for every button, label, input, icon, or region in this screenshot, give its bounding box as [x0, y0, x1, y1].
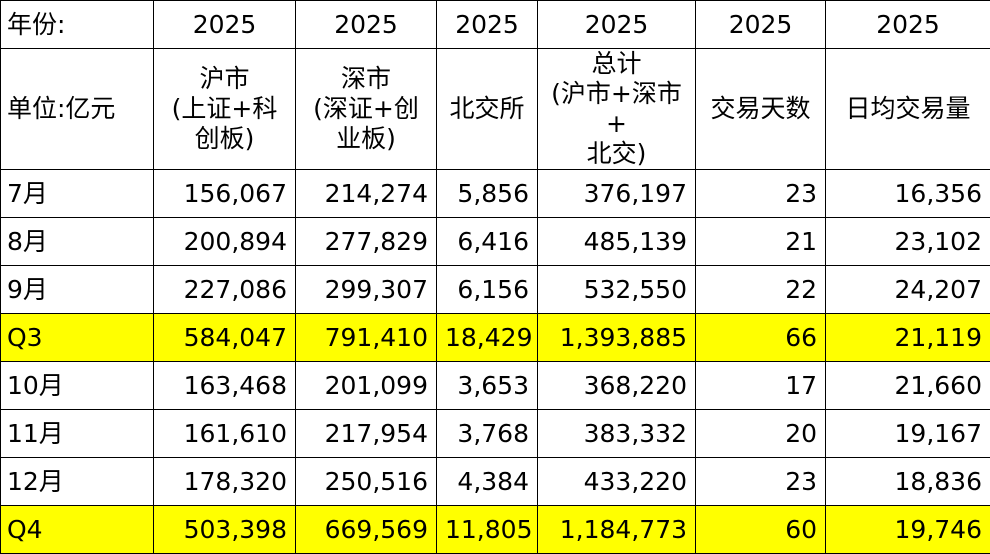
- table-cell: 669,569: [296, 506, 437, 554]
- column-header-bse: 北交所: [437, 49, 538, 170]
- table-cell: 19,167: [826, 410, 990, 458]
- table-cell: 250,516: [296, 458, 437, 506]
- year-cell: 2025: [538, 1, 696, 49]
- quarter-summary-row: Q4 503,398 669,569 11,805 1,184,773 60 1…: [1, 506, 990, 554]
- header-line: 交易天数: [704, 94, 817, 124]
- table-cell: 227,086: [154, 266, 296, 314]
- table-cell: 21,660: [826, 362, 990, 410]
- table-cell: 532,550: [538, 266, 696, 314]
- year-cell: 2025: [437, 1, 538, 49]
- quarter-summary-row: Q3 584,047 791,410 18,429 1,393,885 66 2…: [1, 314, 990, 362]
- header-line: 北交): [546, 139, 687, 169]
- header-line: 深市: [304, 64, 428, 94]
- table-row: 12月 178,320 250,516 4,384 433,220 23 18,…: [1, 458, 990, 506]
- year-row: 年份: 2025 2025 2025 2025 2025 2025: [1, 1, 990, 49]
- table-row: 9月 227,086 299,307 6,156 532,550 22 24,2…: [1, 266, 990, 314]
- column-header-days: 交易天数: [696, 49, 826, 170]
- year-cell: 2025: [826, 1, 990, 49]
- table-cell: 5,856: [437, 170, 538, 218]
- table-cell: 200,894: [154, 218, 296, 266]
- table-cell: 23: [696, 170, 826, 218]
- table-row: 8月 200,894 277,829 6,416 485,139 21 23,1…: [1, 218, 990, 266]
- header-line: 创板): [162, 124, 287, 154]
- table-cell: 21,119: [826, 314, 990, 362]
- row-label: 8月: [1, 218, 154, 266]
- header-line: 总计: [546, 49, 687, 79]
- table-cell: 368,220: [538, 362, 696, 410]
- header-line: 日均交易量: [834, 94, 982, 124]
- table-cell: 6,416: [437, 218, 538, 266]
- table-cell: 277,829: [296, 218, 437, 266]
- header-line: (深证+创: [304, 94, 428, 124]
- table-cell: 20: [696, 410, 826, 458]
- table-cell: 584,047: [154, 314, 296, 362]
- row-label: Q3: [1, 314, 154, 362]
- year-cell: 2025: [296, 1, 437, 49]
- row-label: 11月: [1, 410, 154, 458]
- row-label: 12月: [1, 458, 154, 506]
- unit-label: 单位:亿元: [1, 49, 154, 170]
- table-cell: 66: [696, 314, 826, 362]
- table-cell: 376,197: [538, 170, 696, 218]
- table-cell: 17: [696, 362, 826, 410]
- table-row: 11月 161,610 217,954 3,768 383,332 20 19,…: [1, 410, 990, 458]
- table-cell: 1,184,773: [538, 506, 696, 554]
- table-row: 10月 163,468 201,099 3,653 368,220 17 21,…: [1, 362, 990, 410]
- header-line: (沪市+深市+: [546, 79, 687, 139]
- table-cell: 1,393,885: [538, 314, 696, 362]
- table-cell: 22: [696, 266, 826, 314]
- table-cell: 19,746: [826, 506, 990, 554]
- table-cell: 503,398: [154, 506, 296, 554]
- row-label: 10月: [1, 362, 154, 410]
- table-cell: 24,207: [826, 266, 990, 314]
- table-cell: 18,429: [437, 314, 538, 362]
- table-cell: 161,610: [154, 410, 296, 458]
- table-cell: 217,954: [296, 410, 437, 458]
- table-cell: 6,156: [437, 266, 538, 314]
- table-cell: 21: [696, 218, 826, 266]
- table-cell: 11,805: [437, 506, 538, 554]
- table-cell: 156,067: [154, 170, 296, 218]
- table-cell: 23: [696, 458, 826, 506]
- table-cell: 383,332: [538, 410, 696, 458]
- header-line: 业板): [304, 124, 428, 154]
- row-label: 9月: [1, 266, 154, 314]
- table-cell: 3,653: [437, 362, 538, 410]
- year-cell: 2025: [154, 1, 296, 49]
- year-label: 年份:: [1, 1, 154, 49]
- table-cell: 299,307: [296, 266, 437, 314]
- table-cell: 23,102: [826, 218, 990, 266]
- year-cell: 2025: [696, 1, 826, 49]
- table-cell: 201,099: [296, 362, 437, 410]
- column-header-daily-avg: 日均交易量: [826, 49, 990, 170]
- table-cell: 433,220: [538, 458, 696, 506]
- table-cell: 485,139: [538, 218, 696, 266]
- table-cell: 214,274: [296, 170, 437, 218]
- row-label: Q4: [1, 506, 154, 554]
- table-cell: 16,356: [826, 170, 990, 218]
- table-cell: 163,468: [154, 362, 296, 410]
- column-header-total: 总计 (沪市+深市+ 北交): [538, 49, 696, 170]
- header-line: 北交所: [445, 94, 529, 124]
- header-line: 沪市: [162, 64, 287, 94]
- column-header-sz: 深市 (深证+创 业板): [296, 49, 437, 170]
- header-line: (上证+科: [162, 94, 287, 124]
- table-cell: 791,410: [296, 314, 437, 362]
- column-header-sh: 沪市 (上证+科 创板): [154, 49, 296, 170]
- table-cell: 3,768: [437, 410, 538, 458]
- table-cell: 18,836: [826, 458, 990, 506]
- table-cell: 178,320: [154, 458, 296, 506]
- row-label: 7月: [1, 170, 154, 218]
- table-row: 7月 156,067 214,274 5,856 376,197 23 16,3…: [1, 170, 990, 218]
- table-cell: 4,384: [437, 458, 538, 506]
- header-row: 单位:亿元 沪市 (上证+科 创板) 深市 (深证+创 业板) 北交所 总计 (…: [1, 49, 990, 170]
- table-cell: 60: [696, 506, 826, 554]
